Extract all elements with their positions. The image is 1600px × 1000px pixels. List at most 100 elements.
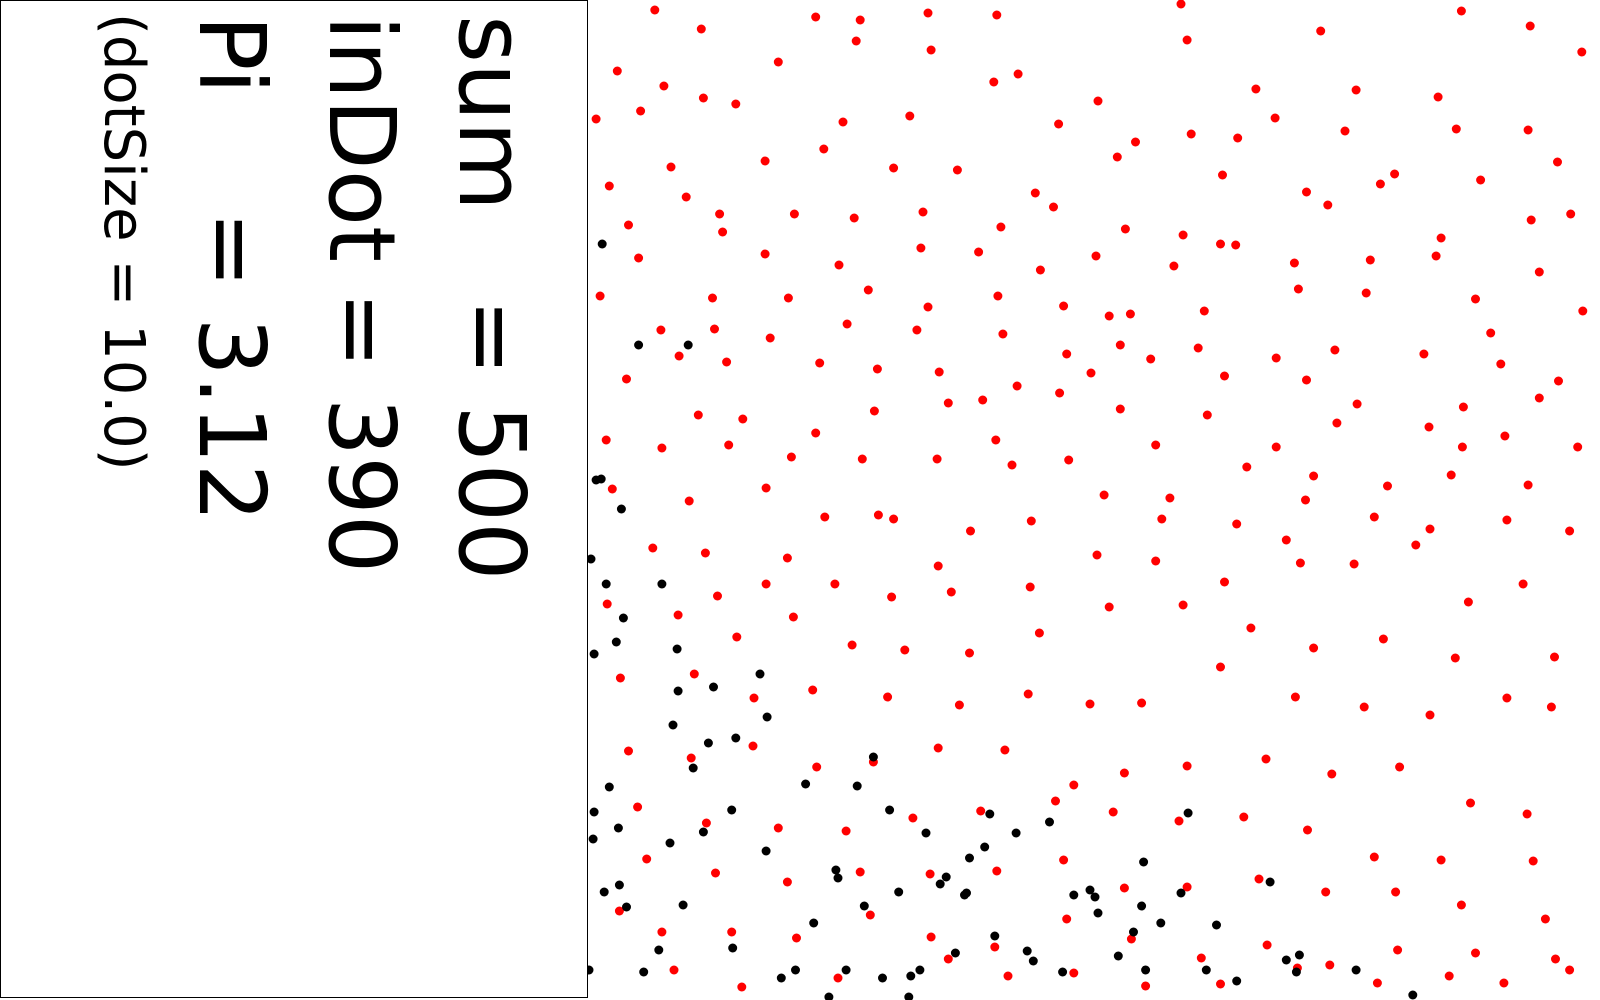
inside-dot-229 <box>1051 796 1060 806</box>
inside-dot-194 <box>689 669 699 679</box>
outside-dot-42 <box>824 992 834 1000</box>
indot-label: inDot <box>308 15 415 263</box>
inside-dot-161 <box>1502 515 1512 525</box>
inside-dot-73 <box>1169 261 1179 271</box>
inside-dot-45 <box>1112 152 1122 162</box>
inside-dot-126 <box>991 435 1001 445</box>
inside-dot-148 <box>607 484 617 494</box>
outside-dot-59 <box>1212 920 1221 930</box>
inside-dot-76 <box>1365 255 1375 265</box>
stats-panel: sum = 500 inDot = 390 Pi = 3.12 (dotSize… <box>0 0 588 998</box>
inside-dot-149 <box>684 496 694 506</box>
inside-dot-131 <box>1332 418 1342 428</box>
monte-carlo-plot <box>588 0 1600 1000</box>
inside-dot-112 <box>1012 381 1022 391</box>
inside-dot-281 <box>978 395 988 405</box>
inside-dot-208 <box>624 746 633 756</box>
inside-dot-41 <box>819 144 829 154</box>
outside-dot-86 <box>965 853 974 863</box>
inside-dot-74 <box>1216 239 1225 249</box>
inside-dot-211 <box>812 762 822 772</box>
inside-dot-180 <box>732 632 742 642</box>
inside-dot-22 <box>1523 125 1533 135</box>
inside-dot-121 <box>693 410 703 420</box>
outside-dot-72 <box>709 682 718 692</box>
inside-dot-165 <box>761 579 771 589</box>
outside-dot-43 <box>906 971 916 981</box>
inside-dot-92 <box>656 325 666 335</box>
outside-dot-9 <box>589 807 599 817</box>
outside-dot-8 <box>596 474 606 484</box>
outside-dot-70 <box>801 779 811 789</box>
inside-dot-159 <box>1369 512 1379 522</box>
inside-dot-287 <box>1281 535 1291 545</box>
inside-dot-60 <box>1178 230 1188 240</box>
inside-dot-89 <box>1361 288 1371 298</box>
inside-dot-84 <box>993 291 1003 301</box>
inside-dot-114 <box>1146 354 1156 364</box>
inside-dot-128 <box>1115 404 1125 414</box>
inside-dot-88 <box>1293 284 1303 294</box>
sum-label: sum <box>438 15 545 211</box>
inside-dot-198 <box>954 700 964 710</box>
inside-dot-221 <box>1466 798 1475 808</box>
inside-dot-193 <box>615 673 625 683</box>
inside-dot-81 <box>783 293 793 303</box>
inside-dot-269 <box>943 954 953 964</box>
inside-dot-117 <box>1352 399 1362 409</box>
inside-dot-51 <box>624 220 633 230</box>
inside-dot-0 <box>650 5 660 15</box>
inside-dot-244 <box>1119 883 1129 893</box>
outside-dot-71 <box>762 712 772 722</box>
inside-dot-190 <box>1378 634 1388 644</box>
inside-dot-153 <box>966 526 975 536</box>
inside-dot-122 <box>738 414 748 424</box>
inside-dot-28 <box>905 111 915 121</box>
inside-dot-178 <box>602 599 612 609</box>
inside-dot-285 <box>933 561 943 571</box>
inside-dot-215 <box>1069 780 1079 790</box>
inside-dot-233 <box>1303 825 1312 835</box>
inside-dot-280 <box>1104 311 1114 321</box>
outside-dot-4 <box>616 504 626 514</box>
inside-dot-31 <box>1131 137 1140 147</box>
inside-dot-18 <box>1182 35 1192 45</box>
inside-dot-56 <box>918 207 928 217</box>
inside-dot-94 <box>765 333 775 343</box>
inside-dot-54 <box>789 209 799 219</box>
inside-dot-52 <box>681 192 691 202</box>
pi-line: Pi = 3.12 <box>178 15 285 581</box>
inside-dot-250 <box>1540 914 1550 924</box>
outside-dot-23 <box>761 846 771 856</box>
outside-dot-18 <box>678 900 688 910</box>
inside-dot-277 <box>1499 978 1509 988</box>
inside-dot-261 <box>1262 940 1272 950</box>
inside-dot-8 <box>1456 6 1466 16</box>
outside-dot-87 <box>1069 890 1079 900</box>
outside-dot-13 <box>688 763 698 773</box>
outside-dot-55 <box>1141 965 1151 975</box>
inside-dot-95 <box>842 319 852 329</box>
inside-dot-164 <box>700 548 710 558</box>
outside-dot-14 <box>665 838 675 848</box>
inside-dot-16 <box>1013 69 1023 79</box>
inside-dot-3 <box>855 15 865 25</box>
inside-dot-252 <box>657 927 667 937</box>
outside-dot-47 <box>990 931 1000 941</box>
inside-dot-32 <box>1186 129 1196 139</box>
inside-dot-181 <box>788 612 798 622</box>
outside-dot-74 <box>611 637 621 647</box>
inside-dot-69 <box>916 243 926 253</box>
outside-dot-26 <box>703 738 713 748</box>
inside-dot-26 <box>731 99 741 109</box>
outside-dot-62 <box>1351 965 1361 975</box>
inside-dot-42 <box>889 163 899 173</box>
outside-dot-29 <box>776 973 786 983</box>
inside-dot-90 <box>1471 294 1480 304</box>
inside-dot-129 <box>1202 410 1212 420</box>
inside-dot-85 <box>1059 301 1069 311</box>
inside-dot-264 <box>1471 948 1480 958</box>
inside-dot-182 <box>847 640 857 650</box>
outside-dot-77 <box>672 644 682 654</box>
outside-dot-68 <box>1011 828 1021 838</box>
